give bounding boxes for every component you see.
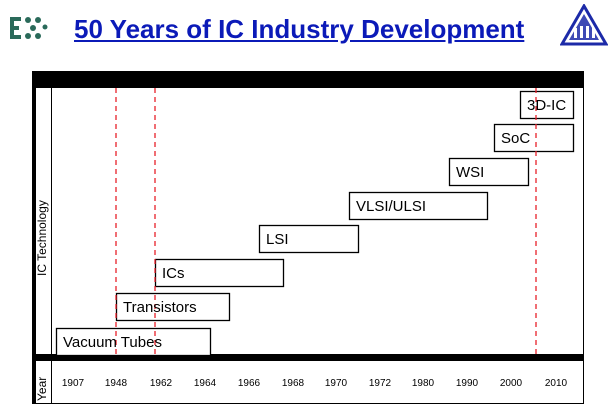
stage-label: 3D-IC	[527, 97, 566, 114]
year-label-1990: 1990	[456, 378, 479, 389]
year-label-2010: 2010	[545, 378, 568, 389]
year-label-2000: 2000	[500, 378, 523, 389]
year-label-1907: 1907	[62, 378, 85, 389]
stage-box	[519, 90, 575, 120]
year-row-separator	[32, 354, 584, 361]
ic-development-diagram: IC Technology Year 1907 1948 1962 1964 1966 1…	[32, 71, 584, 404]
stage-label: ICs	[162, 265, 185, 282]
year-label-1962: 1962	[150, 378, 173, 389]
page-title: 50 Years of IC Industry Development	[74, 14, 525, 44]
year-label-1966: 1966	[238, 378, 261, 389]
stage-label: WSI	[456, 164, 484, 181]
stage-label: SoC	[501, 130, 530, 147]
ime-triangle-logo-icon	[559, 3, 609, 48]
year-label-1980: 1980	[412, 378, 435, 389]
x-axis-label: Year	[35, 377, 49, 401]
stage-box	[448, 157, 530, 187]
ee-logo-icon	[8, 14, 54, 44]
stage-box	[55, 327, 212, 357]
stage-box	[493, 123, 575, 153]
y-axis-label: IC Technology	[35, 200, 49, 276]
stage-label: Vacuum Tubes	[63, 334, 162, 351]
year-label-1972: 1972	[369, 378, 392, 389]
stage-label: Transistors	[123, 299, 197, 316]
stage-box	[115, 292, 231, 322]
year-label-1970: 1970	[325, 378, 348, 389]
stage-box	[258, 224, 360, 254]
stage-label: VLSI/ULSI	[356, 198, 426, 215]
top-bar	[32, 71, 584, 88]
left-axis-bar	[32, 88, 36, 404]
year-label-1964: 1964	[194, 378, 217, 389]
year-label-1968: 1968	[282, 378, 305, 389]
stage-label: LSI	[266, 231, 289, 248]
stage-box	[348, 191, 489, 221]
year-label-1948: 1948	[105, 378, 128, 389]
